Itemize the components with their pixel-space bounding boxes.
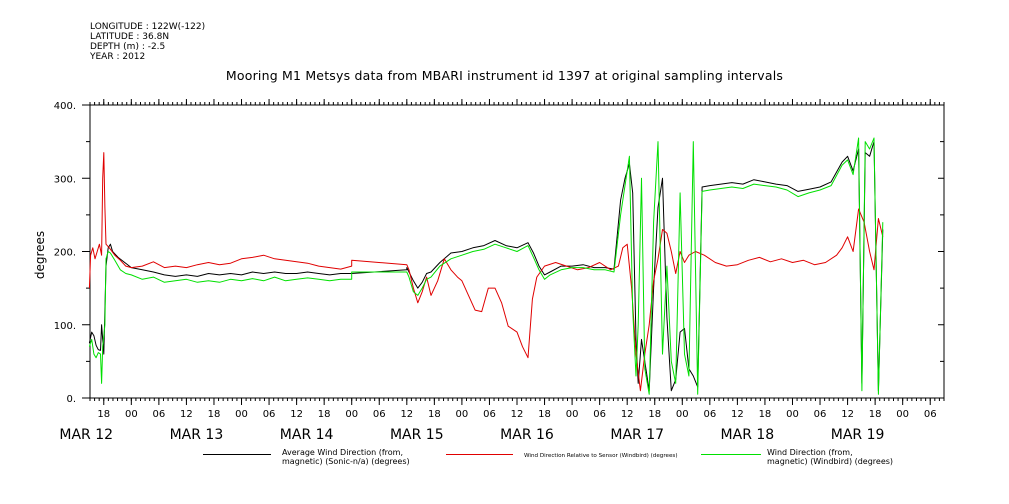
- legend-label-line: Wind Direction (from,: [767, 448, 853, 457]
- x-hour-label: 12: [400, 409, 413, 420]
- series-line-1: [88, 141, 884, 392]
- x-hour-label: 12: [290, 409, 303, 420]
- x-date-label: MAR 19: [831, 427, 885, 443]
- legend-label-1: Average Wind Direction (from, magnetic) (…: [282, 448, 410, 466]
- y-tick-label: 100.: [54, 321, 76, 332]
- legend-label-line: magnetic) (Sonic-n/a) (degrees): [282, 457, 410, 466]
- legend-label-2: Wind Direction Relative to Sensor (Windb…: [524, 452, 678, 461]
- x-hour-label: 00: [566, 409, 579, 420]
- legend-swatch-3: [701, 454, 761, 455]
- x-date-label: MAR 13: [170, 427, 224, 443]
- series-layer: [88, 137, 884, 395]
- depth-label: DEPTH (m) : -2.5: [90, 42, 166, 52]
- y-tick-label: 400.: [54, 101, 76, 112]
- x-hour-label: 00: [456, 409, 469, 420]
- tick-labels-layer: 0. 100. 200. 300. 400. 18 00 06 12 18 00 06 12 18 00 06…: [54, 101, 937, 443]
- x-hour-label: 18: [428, 409, 441, 420]
- legend-swatch-2: [446, 454, 513, 455]
- x-hour-label: 12: [841, 409, 854, 420]
- year-label: YEAR : 2012: [90, 52, 146, 62]
- chart-title: Mooring M1 Metsys data from MBARI instru…: [225, 68, 784, 83]
- x-hour-label: 18: [97, 409, 110, 420]
- x-hour-label: 12: [511, 409, 524, 420]
- axes-layer: [82, 99, 945, 405]
- x-hour-label: 00: [345, 409, 358, 420]
- x-hour-label: 06: [483, 409, 496, 420]
- x-hour-label: 18: [538, 409, 551, 420]
- x-hour-label: 00: [786, 409, 799, 420]
- x-hour-label: 18: [208, 409, 221, 420]
- x-date-label: MAR 17: [610, 427, 664, 443]
- x-date-label: MAR 18: [721, 427, 775, 443]
- x-date-label: MAR 12: [59, 427, 113, 443]
- x-hour-label: 12: [731, 409, 744, 420]
- longitude-label: LONGITUDE : 122W(-122): [90, 22, 206, 32]
- legend-label-line: Average Wind Direction (from,: [282, 448, 404, 457]
- legend-label-line: magnetic) (Windbird) (degrees): [767, 457, 894, 466]
- series-line-3: [88, 137, 884, 395]
- x-hour-label: 06: [593, 409, 606, 420]
- x-hour-label: 06: [373, 409, 386, 420]
- x-hour-label: 18: [648, 409, 661, 420]
- x-hour-label: 12: [180, 409, 193, 420]
- x-hour-label: 18: [759, 409, 772, 420]
- y-tick-label: 200.: [54, 248, 76, 259]
- x-hour-label: 06: [263, 409, 276, 420]
- x-hour-label: 18: [318, 409, 331, 420]
- latitude-label: LATITUDE : 36.8N: [90, 32, 170, 42]
- x-date-label: MAR 16: [500, 427, 554, 443]
- y-axis-label: degrees: [33, 231, 47, 279]
- x-date-label: MAR 14: [280, 427, 334, 443]
- x-hour-label: 12: [621, 409, 634, 420]
- x-hour-label: 00: [125, 409, 138, 420]
- x-hour-label: 06: [703, 409, 716, 420]
- y-tick-label: 0.: [66, 394, 76, 405]
- x-hour-label: 06: [153, 409, 166, 420]
- legend-label-line: Wind Direction Relative to Sensor (Windb…: [524, 453, 678, 459]
- x-date-label: MAR 15: [390, 427, 444, 443]
- x-hour-label: 00: [896, 409, 909, 420]
- x-hour-label: 00: [235, 409, 248, 420]
- metadata-block: LONGITUDE : 122W(-122) LATITUDE : 36.8N …: [90, 22, 205, 62]
- x-hour-label: 06: [814, 409, 827, 420]
- y-tick-label: 300.: [54, 174, 76, 185]
- x-hour-label: 06: [924, 409, 937, 420]
- x-hour-label: 18: [869, 409, 882, 420]
- legend-swatch-1: [203, 454, 271, 455]
- series-line-2: [88, 152, 884, 392]
- legend-label-3: Wind Direction (from, magnetic) (Windbird…: [767, 448, 893, 466]
- x-hour-label: 00: [676, 409, 689, 420]
